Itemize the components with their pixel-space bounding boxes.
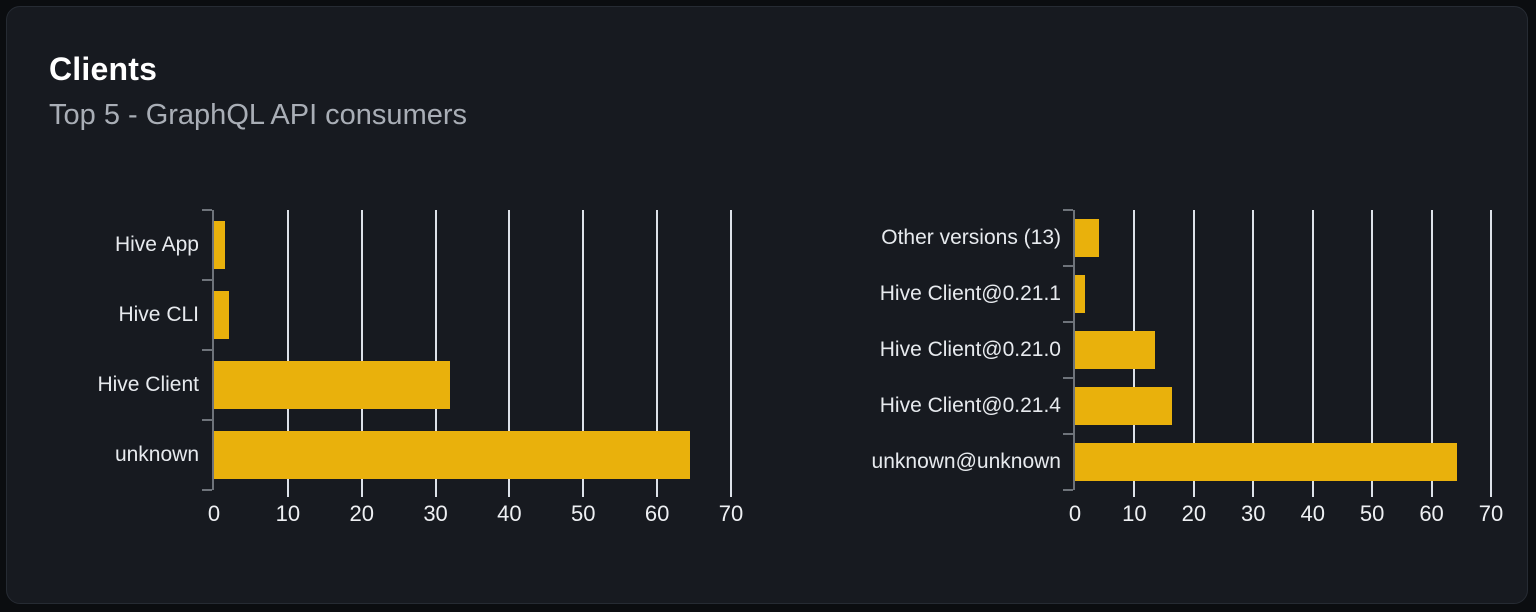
x-tick-label-0: 0 <box>1068 501 1082 526</box>
gridline-40 <box>1311 210 1314 497</box>
bar-unknown-unknown[interactable] <box>1075 443 1458 481</box>
x-tick-label-10: 10 <box>275 501 301 526</box>
card-subtitle: Top 5 - GraphQL API consumers <box>49 99 468 131</box>
x-tick-label-0: 0 <box>207 501 221 526</box>
category-label-unknown-unknown: unknown@unknown <box>871 450 1061 473</box>
category-label-hive-client-0-21-1: Hive Client@0.21.1 <box>879 282 1061 305</box>
gridline-30 <box>434 210 437 497</box>
clients-card: Clients Top 5 - GraphQL API consumers <box>6 6 1528 604</box>
category-label-hive-cli: Hive CLI <box>118 303 199 326</box>
gridline-40 <box>508 210 511 497</box>
category-label-unknown: unknown <box>114 443 199 466</box>
y-axis-tick <box>1063 489 1073 491</box>
y-axis-tick <box>202 419 212 421</box>
y-axis-tick <box>1063 377 1073 379</box>
x-tick-label-50: 50 <box>1359 501 1385 526</box>
bar-hive-client-0-21-4[interactable] <box>1075 387 1172 425</box>
y-axis-line <box>1073 210 1075 490</box>
gridline-60 <box>656 210 659 497</box>
y-axis-tick <box>1063 265 1073 267</box>
gridline-30 <box>1252 210 1255 497</box>
category-label-hive-client-0-21-0: Hive Client@0.21.0 <box>879 338 1061 361</box>
category-label-hive-client: Hive Client <box>97 373 199 396</box>
gridline-60 <box>1430 210 1433 497</box>
category-label-hive-app: Hive App <box>114 233 199 256</box>
gridline-70 <box>730 210 732 497</box>
x-tick-label-60: 60 <box>1419 501 1444 526</box>
bar-hive-client[interactable] <box>214 361 451 409</box>
bar-hive-app[interactable] <box>214 221 226 269</box>
gridline-10 <box>286 210 289 497</box>
y-axis-tick <box>202 279 212 281</box>
y-axis-tick <box>1063 321 1073 323</box>
gridline-20 <box>1192 210 1195 497</box>
bar-other-versions-13[interactable] <box>1075 219 1099 257</box>
x-tick-label-50: 50 <box>571 501 596 526</box>
gridline-70 <box>1490 210 1492 497</box>
x-tick-label-70: 70 <box>718 501 744 526</box>
x-tick-label-20: 20 <box>349 501 374 526</box>
category-label-hive-client-0-21-4: Hive Client@0.21.4 <box>879 394 1061 417</box>
bar-hive-cli[interactable] <box>214 291 229 339</box>
y-axis-tick <box>1063 433 1073 435</box>
x-tick-label-10: 10 <box>1122 501 1147 526</box>
x-tick-label-40: 40 <box>1300 501 1325 526</box>
y-axis-tick <box>202 349 212 351</box>
x-tick-label-40: 40 <box>497 501 522 526</box>
gridline-50 <box>582 210 585 497</box>
x-tick-label-30: 30 <box>1241 501 1266 526</box>
x-tick-label-30: 30 <box>423 501 448 526</box>
bar-hive-client-0-21-1[interactable] <box>1075 275 1085 313</box>
gridline-20 <box>360 210 363 497</box>
y-axis-tick <box>202 209 212 211</box>
category-label-other-versions-13: Other versions (13) <box>881 226 1061 249</box>
y-axis-tick <box>202 489 212 491</box>
gridline-50 <box>1371 210 1374 497</box>
bar-unknown[interactable] <box>214 431 691 479</box>
x-tick-label-60: 60 <box>644 501 670 526</box>
y-axis-tick <box>1063 209 1073 211</box>
card-title: Clients <box>49 51 158 87</box>
x-tick-label-70: 70 <box>1478 501 1504 526</box>
y-axis-line <box>212 210 214 490</box>
x-tick-label-20: 20 <box>1181 501 1207 526</box>
bar-hive-client-0-21-0[interactable] <box>1075 331 1156 369</box>
